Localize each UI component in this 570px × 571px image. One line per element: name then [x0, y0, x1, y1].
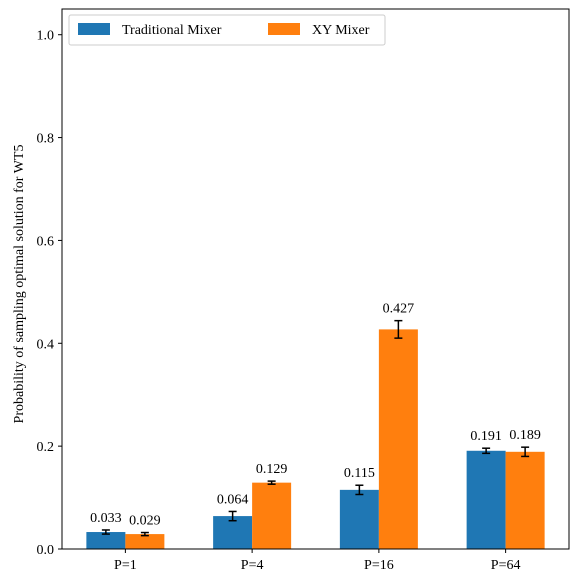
bar — [252, 482, 292, 549]
bar — [339, 489, 379, 549]
data-label: 0.189 — [509, 428, 541, 443]
legend-swatch-traditional-mixer — [78, 23, 110, 35]
bar — [125, 534, 165, 549]
x-tick-label: P=4 — [241, 558, 264, 571]
y-axis-label: Probability of sampling optimal solution… — [12, 145, 27, 424]
y-tick-label: 0.4 — [37, 337, 55, 352]
x-tick-label: P=64 — [491, 558, 521, 571]
legend-label-xy-mixer: XY Mixer — [312, 23, 370, 38]
y-tick-label: 1.0 — [37, 29, 55, 44]
x-tick-label: P=16 — [364, 558, 394, 571]
plot-area: 0.033 0.029 P=1 0.064 0.129 P=4 0.115 0.427 P=16… — [37, 8, 570, 571]
legend-swatch-xy-mixer — [268, 23, 300, 35]
legend: Traditional Mixer XY Mixer — [68, 14, 386, 46]
axes-frame — [61, 8, 570, 550]
data-label: 0.033 — [90, 511, 122, 526]
y-tick-label: 0.6 — [37, 234, 55, 249]
legend-frame — [68, 14, 386, 46]
y-tick-label: 0.0 — [37, 543, 55, 558]
data-label: 0.191 — [470, 429, 502, 444]
data-label: 0.064 — [217, 492, 249, 507]
bar — [213, 516, 253, 549]
bar — [466, 450, 506, 549]
bar — [86, 532, 126, 549]
legend-label-traditional-mixer: Traditional Mixer — [122, 23, 222, 38]
data-label: 0.129 — [256, 462, 288, 477]
data-label: 0.029 — [129, 514, 161, 529]
y-tick-label: 0.2 — [37, 440, 55, 455]
x-tick-label: P=1 — [114, 558, 137, 571]
bar — [505, 451, 545, 549]
data-label: 0.115 — [344, 466, 375, 481]
data-label: 0.427 — [383, 302, 415, 317]
y-tick-label: 0.8 — [37, 132, 55, 147]
bar — [378, 329, 418, 549]
